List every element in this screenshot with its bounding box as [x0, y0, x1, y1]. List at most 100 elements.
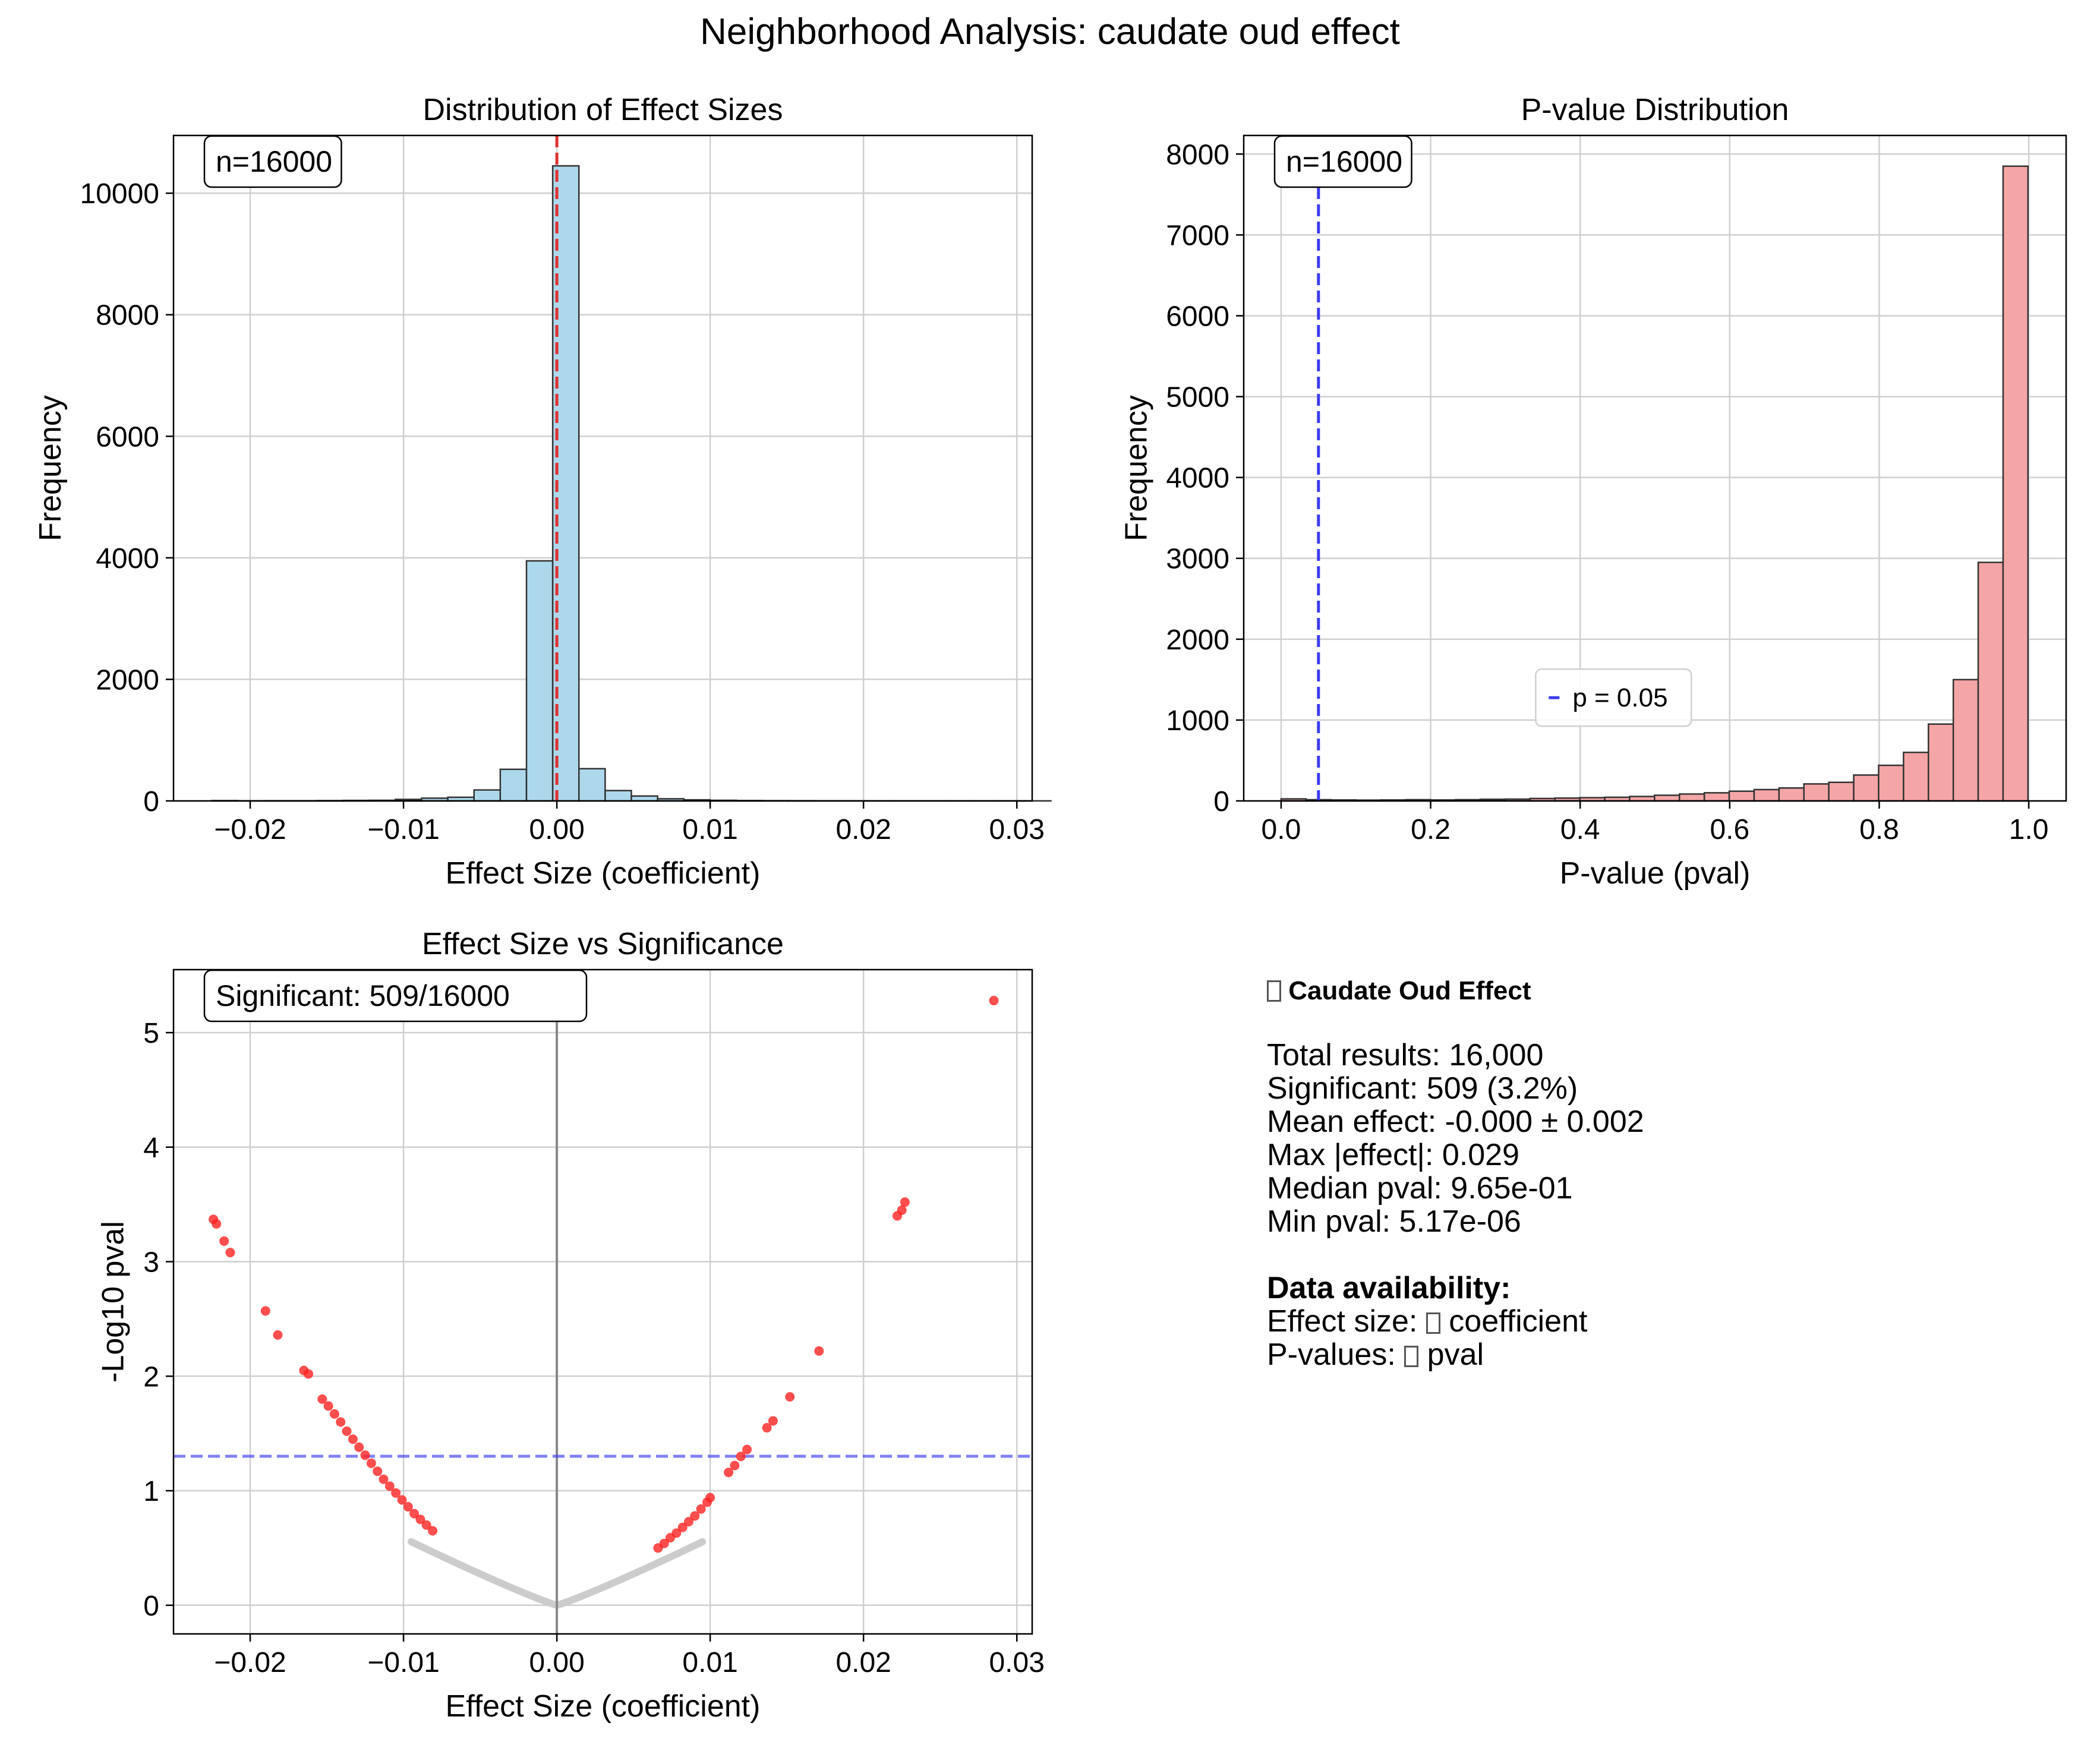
significant-point	[348, 1434, 358, 1444]
significant-point	[428, 1526, 438, 1536]
significant-point	[762, 1423, 772, 1433]
significant-point	[690, 1511, 700, 1521]
histogram-bar	[1903, 752, 1929, 802]
axes-frame	[172, 134, 1033, 802]
summary-panel: Caudate Oud Effect Total results: 16,000…	[1267, 974, 2039, 1371]
significant-point	[768, 1416, 778, 1426]
significant-point	[403, 1502, 413, 1512]
significant-point	[219, 1236, 229, 1246]
significant-point	[397, 1495, 407, 1505]
significant-point	[212, 1219, 222, 1229]
significant-point	[415, 1514, 425, 1525]
histogram-bar	[1977, 561, 2004, 802]
y-tick-label: 7000	[1166, 220, 1229, 251]
significant-point	[730, 1460, 740, 1471]
y-tick-label: 0	[143, 786, 159, 818]
significant-point	[659, 1538, 669, 1548]
pvalue-availability-label: P-values:	[1267, 1337, 1405, 1372]
x-tick-label: 0.8	[1859, 814, 1899, 845]
missing-glyph-icon	[1426, 1312, 1440, 1334]
chart-title: Distribution of Effect Sizes	[423, 93, 783, 127]
y-tick-label: 8000	[96, 300, 159, 332]
significant-point	[304, 1369, 314, 1379]
data-availability-heading: Data availability:	[1267, 1271, 1511, 1305]
significant-point	[409, 1509, 420, 1519]
histogram-bar	[1753, 788, 1780, 802]
histogram-bar	[1878, 764, 1904, 802]
significant-point	[342, 1426, 352, 1436]
significant-point	[323, 1401, 333, 1411]
significant-point	[273, 1330, 283, 1340]
histogram-bar	[1952, 679, 1979, 802]
y-tick-label: 0	[1213, 786, 1229, 818]
histogram-bar	[578, 768, 606, 802]
histogram-bar	[1828, 781, 1855, 802]
significant-point	[684, 1517, 693, 1527]
missing-glyph-icon	[1404, 1346, 1419, 1367]
x-tick-label: 0.0	[1262, 814, 1301, 845]
x-tick-label: 0.6	[1710, 814, 1749, 845]
significant-point	[724, 1468, 734, 1478]
y-axis-label: Frequency	[33, 395, 68, 541]
summary-max-effect: Max |effect|: 0.029	[1267, 1138, 1519, 1172]
x-axis-label: Effect Size (coefficient)	[446, 856, 761, 891]
y-axis-label: -Log10 pval	[96, 1221, 131, 1383]
histogram-bar	[1853, 774, 1880, 802]
y-tick-label: 2000	[1166, 624, 1229, 656]
annotation-text: Significant: 509/16000	[216, 979, 510, 1012]
annotation-text: n=16000	[216, 145, 332, 178]
significant-point	[360, 1450, 370, 1460]
x-tick-label: −0.01	[367, 814, 439, 845]
annotation-box	[203, 135, 342, 188]
x-tick-label: 0.00	[529, 814, 584, 845]
chart-title: P-value Distribution	[1521, 93, 1789, 127]
axes-frame	[1243, 134, 2067, 802]
histogram-bar	[2002, 165, 2029, 802]
significant-point	[677, 1522, 688, 1532]
x-tick-label: 1.0	[2009, 814, 2049, 845]
x-axis-label: Effect Size (coefficient)	[446, 1689, 761, 1724]
axes-frame	[172, 968, 1033, 1635]
x-tick-label: 0.01	[682, 814, 737, 845]
y-tick-label: 0	[143, 1591, 159, 1622]
x-axis-label: P-value (pval)	[1560, 856, 1751, 891]
annotation-text: n=16000	[1286, 145, 1402, 178]
significant-point	[989, 996, 999, 1006]
missing-glyph-icon	[1267, 980, 1281, 1002]
summary-median-pval: Median pval: 9.65e-01	[1267, 1171, 1573, 1206]
x-tick-label: 0.03	[989, 814, 1044, 845]
figure-title: Neighborhood Analysis: caudate oud effec…	[700, 11, 1400, 52]
y-tick-label: 1	[143, 1476, 159, 1507]
pvalue-histogram-panel: p = 0.05 0.0 0.2 0.4 0.6 0.8 1.0 0 1000 2000 3000 4…	[1119, 93, 2067, 891]
y-tick-label: 6000	[1166, 301, 1229, 332]
significant-point	[736, 1451, 746, 1462]
histogram-bar	[1703, 792, 1730, 802]
histogram-bar	[499, 768, 528, 802]
x-tick-label: 0.4	[1560, 814, 1600, 845]
effect-size-histogram-panel: −0.02 −0.01 0.00 0.01 0.02 0.03 0 2000 4000 6000 8…	[33, 93, 1052, 891]
significant-point	[354, 1442, 364, 1452]
significant-point	[421, 1520, 431, 1530]
significant-point	[260, 1306, 270, 1316]
significant-point	[329, 1409, 339, 1419]
significant-point	[336, 1417, 346, 1427]
x-tick-label: −0.02	[214, 1647, 286, 1678]
y-tick-label: 6000	[96, 421, 159, 453]
effect-size-availability: Effect size: coefficient	[1267, 1305, 2039, 1338]
x-tick-label: 0.02	[835, 1647, 891, 1678]
effect-size-availability-value: coefficient	[1449, 1304, 1588, 1339]
histogram-bar	[1778, 787, 1805, 802]
histogram-bar	[1728, 790, 1755, 802]
histogram-bar	[473, 789, 502, 802]
histogram-bar	[1679, 793, 1705, 802]
significant-point	[696, 1504, 706, 1514]
summary-mean-effect: Mean effect: -0.000 ± 0.002	[1267, 1105, 1644, 1139]
y-tick-label: 1000	[1166, 705, 1229, 737]
legend-label: p = 0.05	[1572, 683, 1667, 712]
significant-point	[391, 1488, 401, 1498]
y-tick-label: 2	[143, 1361, 159, 1393]
significant-point	[373, 1466, 383, 1476]
significant-point	[742, 1444, 752, 1454]
y-tick-label: 3000	[1166, 544, 1229, 575]
significant-point	[225, 1248, 235, 1258]
